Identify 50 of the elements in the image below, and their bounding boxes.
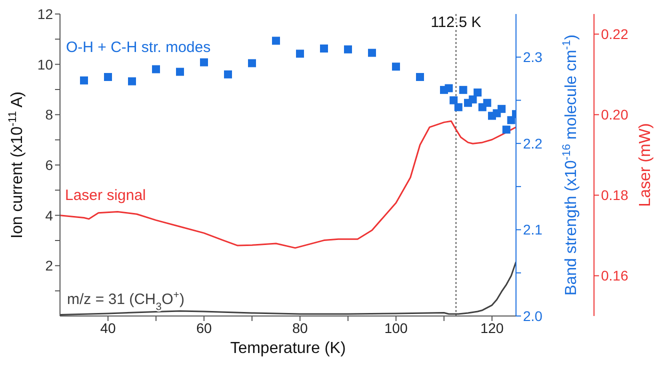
point: [502, 126, 510, 134]
point: [468, 95, 477, 104]
point: [474, 88, 482, 97]
point: [444, 84, 453, 92]
y3-tick-label: 0.16: [601, 268, 628, 284]
point: [248, 59, 256, 68]
y2-tick-label: 2.3: [523, 49, 543, 66]
point: [224, 70, 232, 78]
point: [176, 68, 184, 76]
point: [296, 50, 304, 58]
x-tick-label: 60: [196, 320, 212, 336]
point: [459, 86, 468, 94]
point: [80, 76, 88, 84]
ref-line-label: 112.5 K: [430, 14, 482, 31]
y-tick-label: 2: [45, 258, 54, 274]
x-axis-title: Temperature (K): [230, 340, 346, 357]
point: [454, 103, 462, 112]
y2-tick-label: 2.1: [523, 222, 543, 238]
point: [104, 72, 112, 81]
x-tick-label: 80: [292, 320, 308, 336]
y3-tick-label: 0.22: [601, 26, 628, 42]
point: [392, 62, 400, 71]
x-tick-label: 40: [100, 320, 116, 336]
y3-axis-title: Laser (mW): [637, 123, 654, 207]
point: [483, 98, 492, 107]
y3-tick-label: 0.20: [601, 106, 628, 123]
y-tick-label: 10: [37, 56, 54, 72]
y-tick-label: 12: [37, 6, 54, 22]
point: [498, 104, 506, 113]
point: [320, 44, 328, 53]
series-label: m/z = 31 (CH$_{3}$O$^{+}$): [67, 289, 184, 313]
line-series: [60, 120, 516, 249]
y-tick-label: 6: [45, 156, 54, 173]
point: [450, 96, 458, 104]
point: [272, 36, 280, 45]
y-tick-label: 8: [45, 106, 54, 123]
point: [368, 48, 376, 57]
y2-tick-label: 2.2: [523, 135, 543, 152]
y3-tick-label: 0.18: [601, 187, 628, 204]
series-label: O-H + C-H str. modes: [66, 39, 211, 56]
point: [344, 45, 352, 54]
point: [128, 77, 136, 86]
point: [152, 65, 160, 74]
x-tick-label: 100: [384, 320, 408, 336]
point: [200, 58, 208, 66]
x-tick-label: 120: [480, 320, 504, 336]
series-label: Laser signal: [65, 187, 146, 204]
y2-tick-label: 2.0: [523, 308, 543, 324]
point: [416, 72, 424, 81]
y-tick-label: 4: [45, 207, 54, 224]
